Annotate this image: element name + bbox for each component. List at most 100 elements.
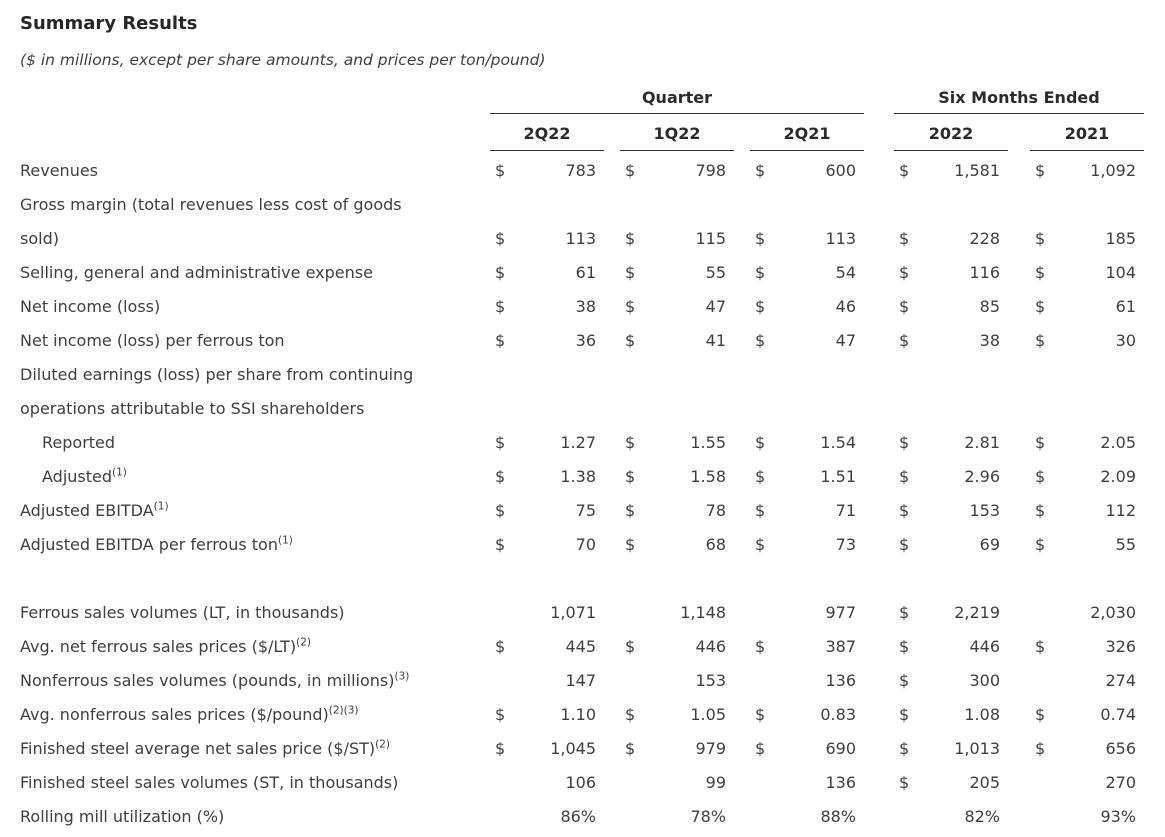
- currency-symbol: $: [755, 637, 766, 656]
- currency-symbol: $: [755, 263, 766, 282]
- cell-value: 38: [575, 297, 596, 316]
- table-row: Nonferrous sales volumes (pounds, in mil…: [20, 664, 1150, 698]
- value-cell: $73: [750, 528, 864, 562]
- currency-symbol: $: [1035, 637, 1046, 656]
- cell-value: 88%: [820, 807, 856, 826]
- row-label: Adjusted EBITDA(1): [20, 500, 169, 520]
- table-body: Revenues $783 $798 $600 $1,581 $1,092 Gross ma…: [20, 151, 1150, 834]
- currency-symbol: $: [625, 297, 636, 316]
- cell-value: 136: [825, 671, 856, 690]
- cell-value: 2.96: [964, 467, 1000, 486]
- value-cell: 93%: [1030, 800, 1144, 834]
- value-cell: $1,013: [894, 732, 1008, 766]
- cell-value: 1.05: [690, 705, 726, 724]
- value-cell: 82%: [894, 800, 1008, 834]
- row-label: Adjusted(1): [42, 466, 127, 486]
- currency-symbol: $: [899, 467, 910, 486]
- value-cell: $30: [1030, 324, 1144, 358]
- value-cell: 106: [490, 766, 604, 800]
- cell-value: 1.58: [690, 467, 726, 486]
- currency-symbol: $: [899, 705, 910, 724]
- footnote-ref: (1): [112, 466, 127, 479]
- currency-symbol: $: [625, 535, 636, 554]
- value-cell: $1,092: [1030, 154, 1144, 188]
- currency-symbol: $: [899, 331, 910, 350]
- currency-symbol: $: [1035, 501, 1046, 520]
- value-cell: 274: [1030, 664, 1144, 698]
- footnote-ref: (2): [296, 636, 312, 649]
- row-label: Ferrous sales volumes (LT, in thousands): [20, 603, 345, 622]
- row-label: Nonferrous sales volumes (pounds, in mil…: [20, 670, 410, 690]
- value-cell: $185: [1030, 222, 1144, 256]
- table-row: Finished steel average net sales price (…: [20, 732, 1150, 766]
- currency-symbol: $: [495, 331, 506, 350]
- cell-value: 71: [835, 501, 856, 520]
- value-cell: $228: [894, 222, 1008, 256]
- currency-symbol: $: [495, 263, 506, 282]
- cell-value: 38: [979, 331, 1000, 350]
- cell-value: 78: [705, 501, 726, 520]
- cell-value: 78%: [690, 807, 726, 826]
- value-cell: $55: [620, 256, 734, 290]
- currency-symbol: $: [625, 331, 636, 350]
- page-subtitle: ($ in millions, except per share amounts…: [20, 51, 546, 69]
- value-cell: $85: [894, 290, 1008, 324]
- value-cell: $153: [894, 494, 1008, 528]
- value-cell: $47: [750, 324, 864, 358]
- currency-symbol: $: [899, 433, 910, 452]
- table-row: Adjusted EBITDA per ferrous ton(1) $70 $68…: [20, 528, 1150, 562]
- table-row: Revenues $783 $798 $600 $1,581 $1,092: [20, 154, 1150, 188]
- value-cell: $54: [750, 256, 864, 290]
- table-row: Gross margin (total revenues less cost o…: [20, 188, 1150, 256]
- cell-value: 68: [705, 535, 726, 554]
- value-cell: 1,071: [490, 596, 604, 630]
- value-cell: $690: [750, 732, 864, 766]
- cell-value: 1.27: [560, 433, 596, 452]
- column-header-1q22: 1Q22: [620, 117, 734, 151]
- table-row: Adjusted EBITDA(1) $75 $78 $71 $153 $112: [20, 494, 1150, 528]
- cell-value: 979: [695, 739, 726, 758]
- cell-value: 46: [835, 297, 856, 316]
- currency-symbol: $: [755, 161, 766, 180]
- value-cell: $446: [620, 630, 734, 664]
- cell-value: 783: [565, 161, 596, 180]
- cell-value: 228: [969, 229, 1000, 248]
- currency-symbol: $: [899, 739, 910, 758]
- value-cell: $68: [620, 528, 734, 562]
- table-row: Avg. nonferrous sales prices ($/pound)(2…: [20, 698, 1150, 732]
- value-cell: $600: [750, 154, 864, 188]
- currency-symbol: $: [625, 467, 636, 486]
- cell-value: 93%: [1100, 807, 1136, 826]
- summary-results-table: Quarter Six Months Ended 2Q22 1Q22 2Q21 …: [20, 86, 1150, 834]
- cell-value: 446: [695, 637, 726, 656]
- value-cell: $2.09: [1030, 460, 1144, 494]
- cell-value: 55: [1115, 535, 1136, 554]
- cell-value: 1.08: [964, 705, 1000, 724]
- row-label: Avg. net ferrous sales prices ($/LT)(2): [20, 636, 312, 656]
- cell-value: 115: [695, 229, 726, 248]
- row-label: Adjusted EBITDA per ferrous ton(1): [20, 534, 293, 554]
- value-cell: $61: [490, 256, 604, 290]
- row-label: Net income (loss): [20, 297, 161, 316]
- value-cell: $1.51: [750, 460, 864, 494]
- value-cell: $2.81: [894, 426, 1008, 460]
- footnote-ref: (1): [277, 534, 293, 547]
- value-cell: $326: [1030, 630, 1144, 664]
- currency-symbol: $: [495, 501, 506, 520]
- value-cell: $446: [894, 630, 1008, 664]
- cell-value: 300: [969, 671, 1000, 690]
- value-cell: $2.96: [894, 460, 1008, 494]
- cell-value: 136: [825, 773, 856, 792]
- value-cell: $113: [490, 222, 604, 256]
- cell-value: 30: [1115, 331, 1136, 350]
- currency-symbol: $: [1035, 331, 1046, 350]
- cell-value: 106: [565, 773, 596, 792]
- value-cell: $1.58: [620, 460, 734, 494]
- cell-value: 47: [835, 331, 856, 350]
- currency-symbol: $: [755, 535, 766, 554]
- value-cell: 99: [620, 766, 734, 800]
- group-header-row: Quarter Six Months Ended: [20, 86, 1150, 114]
- currency-symbol: $: [755, 297, 766, 316]
- cell-value: 1,148: [680, 603, 726, 622]
